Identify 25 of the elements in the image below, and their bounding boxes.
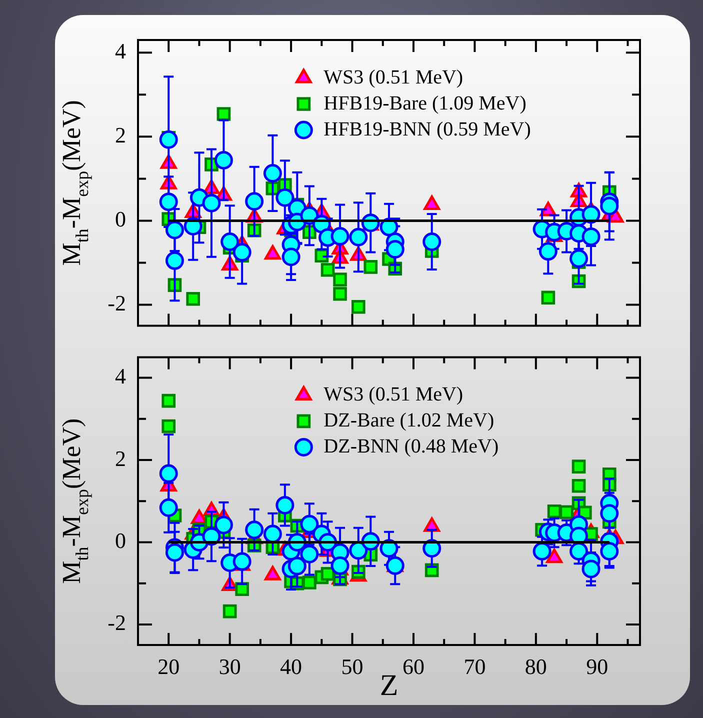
x-tick-label: 90 [586, 654, 608, 679]
x-tick-label: 30 [218, 654, 241, 679]
x-axis-title: Z [380, 668, 398, 702]
y-tick-label: 2 [115, 446, 126, 471]
y-axis-title: Mth-Mexp(MeV) [57, 418, 92, 584]
y-tick-label: 4 [115, 38, 126, 64]
y-tick-label: -2 [108, 290, 126, 316]
x-tick-label: 80 [524, 654, 547, 679]
x-tick-label: 50 [341, 654, 364, 679]
legend-label: WS3 (0.51 MeV) [324, 66, 464, 88]
x-tick-label: 60 [402, 654, 424, 679]
y-tick-label: -2 [108, 610, 126, 636]
x-tick-label: 40 [280, 654, 302, 679]
legend-label: HFB19-BNN (0.59 MeV) [324, 118, 531, 140]
y-tick-label: 4 [115, 364, 126, 389]
legend-label: DZ-Bare (1.02 MeV) [324, 409, 494, 432]
y-tick-label: 0 [115, 206, 126, 232]
legend-label: DZ-BNN (0.48 MeV) [324, 435, 499, 458]
x-tick-label: 70 [464, 654, 486, 679]
legend-label: WS3 (0.51 MeV) [324, 383, 464, 406]
x-tick-label: 20 [158, 654, 180, 679]
y-tick-label: 0 [115, 528, 126, 553]
legend-label: HFB19-Bare (1.09 MeV) [324, 92, 526, 114]
y-axis-title: Mth-Mexp(MeV) [57, 100, 92, 266]
y-tick-label: 2 [115, 122, 126, 148]
